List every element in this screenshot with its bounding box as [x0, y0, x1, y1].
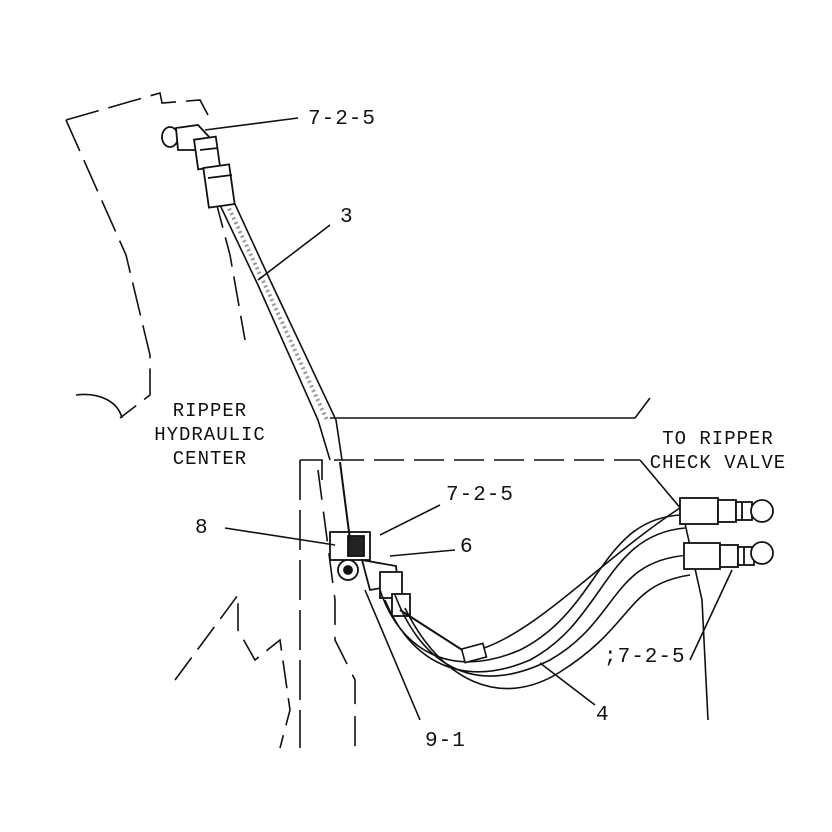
lower-hoses: [379, 507, 691, 690]
callout-hose-upper: 3: [340, 206, 354, 229]
callout-top-fitting: 7-2-5: [308, 108, 376, 131]
callout-bolt: 9-1: [425, 730, 466, 753]
caption-ripper-center-line3: CENTER: [173, 448, 247, 470]
callout-hose-lower: 4: [596, 704, 610, 727]
leader-lines: [204, 117, 733, 721]
right-fittings: [679, 497, 774, 570]
callout-fitting-mid: 7-2-5: [446, 484, 514, 507]
callout-fittings-right: ;7-2-5: [604, 646, 686, 669]
callout-clamp: 8: [195, 517, 209, 540]
upper-hose: [219, 201, 343, 461]
caption-ripper-center-line2: HYDRAULIC: [154, 424, 266, 446]
top-elbow-fitting: [161, 124, 236, 209]
caption-check-valve-line1: TO RIPPER: [662, 428, 774, 450]
caption-ripper-center-line1: RIPPER: [173, 400, 247, 422]
clamp-bracket-assembly: [329, 461, 411, 617]
callout-bracket: 6: [460, 536, 474, 559]
caption-check-valve-line2: CHECK VALVE: [650, 452, 786, 474]
